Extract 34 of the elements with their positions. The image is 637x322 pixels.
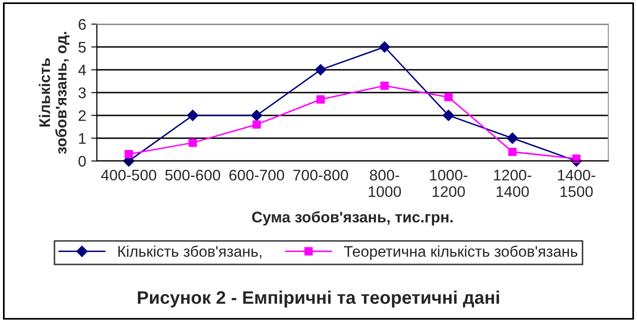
point: [506, 132, 518, 144]
y-tick-label: 4: [78, 64, 86, 76]
y-tick-label: 1: [79, 133, 86, 144]
point: [188, 138, 197, 147]
point: [124, 150, 133, 158]
point: [187, 110, 198, 121]
point: [442, 110, 454, 121]
x-tick-label: 1200-1400: [494, 170, 532, 198]
y-axis-title: Кількість зобов'язань, од.: [38, 32, 70, 154]
x-tick-label: 1000-1200: [430, 170, 468, 198]
y-tick-label: 3: [78, 87, 86, 98]
legend-label: Теоретична кількість зобов'язань: [344, 245, 578, 260]
point: [444, 92, 453, 102]
point: [572, 154, 581, 163]
x-tick-label: 400-500: [101, 170, 156, 181]
x-tick-label: 600-700: [229, 170, 284, 181]
y-tick-label: 2: [78, 110, 86, 121]
point: [316, 95, 325, 104]
point: [252, 120, 261, 129]
y-tick-label: 5: [78, 42, 86, 53]
x-axis-title: Сума зобов'язань, тис.грн.: [252, 211, 453, 226]
x-tick-label: 500-600: [165, 170, 220, 181]
y-tick-label: 0: [78, 156, 86, 167]
point: [315, 64, 326, 76]
point: [251, 110, 262, 121]
legend-label: Кількість збов'язань,: [118, 245, 262, 259]
point: [508, 148, 517, 156]
point: [378, 41, 390, 53]
x-tick-label: 800-1000: [368, 170, 401, 198]
point: [380, 82, 389, 90]
text: Рисунок 2 - Емпіричні та теоретичні дані: [138, 290, 500, 308]
x-tick-label: 700-800: [293, 170, 348, 181]
x-tick-label: 1400-1500: [558, 170, 596, 198]
y-tick-label: 6: [78, 19, 86, 30]
